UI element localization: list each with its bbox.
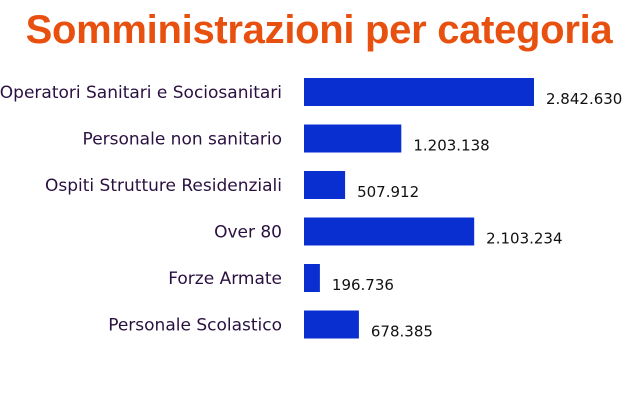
category-label: Personale non sanitario: [83, 130, 282, 150]
value-label: 2.842.630: [546, 90, 622, 108]
value-labels: 2.842.630 1.203.138 507.912 2.103.234 196.73…: [332, 90, 622, 341]
bar: [304, 264, 320, 292]
category-label: Over 80: [214, 223, 282, 243]
value-label: 196.736: [332, 276, 394, 294]
chart-title: Somministrazioni per categoria: [25, 8, 613, 52]
bar: [304, 78, 534, 106]
category-label: Ospiti Strutture Residenziali: [45, 176, 282, 196]
value-label: 2.103.234: [486, 230, 562, 248]
bar: [304, 217, 475, 246]
category-label: Operatori Sanitari e Sociosanitari: [0, 83, 282, 103]
value-label: 1.203.138: [413, 137, 489, 155]
value-label: 678.385: [371, 323, 433, 341]
bar: [304, 171, 346, 199]
bar: [304, 124, 402, 153]
category-label: Forze Armate: [168, 269, 282, 289]
bars: [304, 78, 534, 339]
bar: [304, 310, 359, 339]
value-label: 507.912: [357, 183, 419, 201]
category-labels: Operatori Sanitari e Sociosanitari Person…: [0, 83, 282, 336]
category-label: Personale Scolastico: [108, 316, 282, 336]
